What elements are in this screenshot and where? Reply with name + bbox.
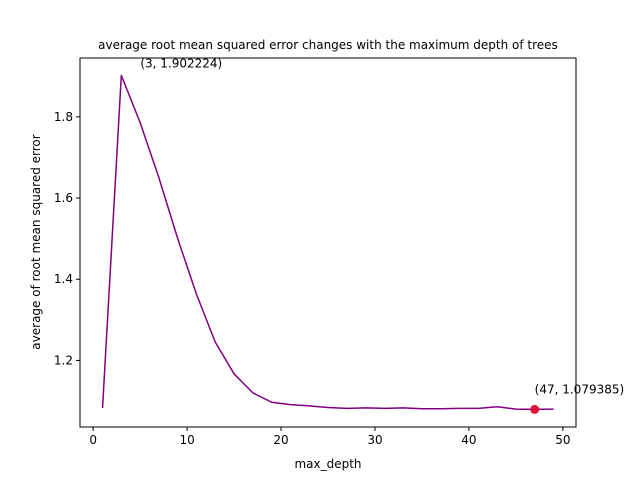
y-tick-label-1: 1.4 [54,272,73,286]
x-axis-label: max_depth [294,457,361,471]
chart-title: average root mean squared error changes … [98,38,558,52]
annotation-1: (47, 1.079385) [535,382,625,396]
x-tick-label-2: 20 [273,433,288,447]
series-line-0 [101,74,554,411]
x-tick-label-5: 50 [555,433,570,447]
min-point-marker [530,404,540,414]
x-tick-label-1: 10 [179,433,194,447]
axes-frame [79,57,577,428]
x-tick-label-3: 30 [367,433,382,447]
y-tick-label-0: 1.2 [54,353,73,367]
x-tick-label-4: 40 [461,433,476,447]
plot-area: (3, 1.902224) (47, 1.079385) 0 10 20 30 40 50 1.… [54,56,624,447]
y-tick-label-3: 1.8 [54,110,73,124]
y-tick-label-2: 1.6 [54,191,73,205]
y-axis-label: average of root mean squared error [29,134,43,349]
x-tick-label-0: 0 [89,433,97,447]
annotation-0: (3, 1.902224) [140,56,222,70]
